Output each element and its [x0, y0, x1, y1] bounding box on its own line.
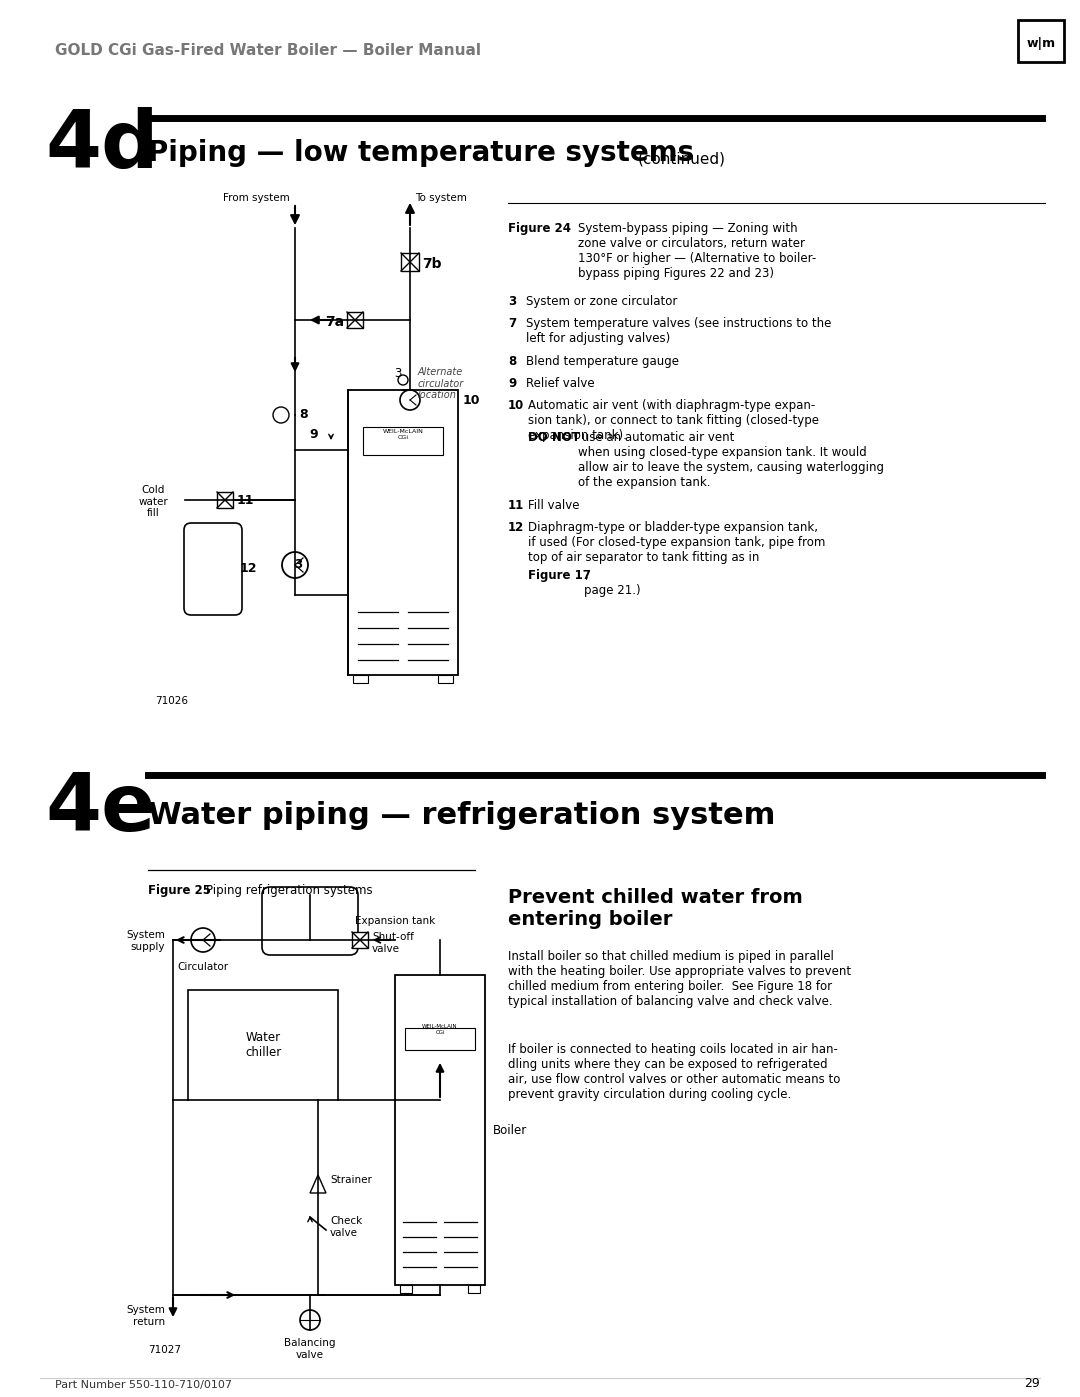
Polygon shape	[310, 1175, 326, 1193]
Text: To system: To system	[415, 193, 467, 203]
Bar	[438, 675, 453, 683]
Text: Piping refrigeration systems: Piping refrigeration systems	[206, 884, 373, 897]
Text: 11: 11	[508, 499, 524, 511]
Text: Alternate
circulator
location: Alternate circulator location	[418, 367, 464, 400]
Text: 8: 8	[508, 355, 516, 367]
Text: 7: 7	[508, 317, 516, 330]
Text: GOLD CGi Gas-Fired Water Boiler — Boiler Manual: GOLD CGi Gas-Fired Water Boiler — Boiler…	[55, 43, 481, 59]
Text: System
supply: System supply	[126, 930, 165, 951]
Text: If boiler is connected to heating coils located in air han-
dling units where th: If boiler is connected to heating coils …	[508, 1044, 840, 1101]
Circle shape	[273, 407, 289, 423]
Text: Circulator: Circulator	[177, 963, 229, 972]
Text: DO NOT: DO NOT	[528, 432, 580, 444]
Text: Check
valve: Check valve	[330, 1217, 362, 1238]
Text: Cold
water
fill: Cold water fill	[138, 485, 167, 518]
Text: 4d: 4d	[45, 108, 159, 184]
Text: Part Number 550-110-710/0107: Part Number 550-110-710/0107	[55, 1380, 232, 1390]
Bar	[363, 427, 443, 455]
Text: (continued): (continued)	[638, 152, 726, 168]
Bar	[217, 492, 233, 509]
Bar	[405, 1028, 475, 1051]
Text: Install boiler so that chilled medium is piped in parallel
with the heating boil: Install boiler so that chilled medium is…	[508, 950, 851, 1009]
Text: System or zone circulator: System or zone circulator	[526, 295, 677, 307]
Text: Piping — low temperature systems: Piping — low temperature systems	[148, 138, 694, 168]
Bar	[468, 1285, 480, 1294]
Text: Shut-off
valve: Shut-off valve	[372, 932, 414, 954]
Bar	[347, 312, 363, 328]
Text: WEIL-McLAIN
CGi: WEIL-McLAIN CGi	[422, 1024, 458, 1035]
Text: Automatic air vent (with diaphragm-type expan-
sion tank), or connect to tank fi: Automatic air vent (with diaphragm-type …	[528, 400, 819, 441]
Text: From system: From system	[224, 193, 291, 203]
Bar	[188, 990, 338, 1099]
Text: 8: 8	[299, 408, 308, 422]
Text: 12: 12	[508, 521, 524, 534]
Bar	[1018, 20, 1064, 61]
Text: 71027: 71027	[148, 1345, 181, 1355]
Text: Figure 25: Figure 25	[148, 884, 211, 897]
Text: Diaphragm-type or bladder-type expansion tank,
if used (For closed-type expansio: Diaphragm-type or bladder-type expansion…	[528, 521, 825, 564]
Text: use an automatic air vent
when using closed-type expansion tank. It would
allow : use an automatic air vent when using clo…	[578, 432, 885, 489]
Bar	[395, 975, 485, 1285]
Text: Expansion tank: Expansion tank	[355, 916, 435, 926]
Text: 3: 3	[294, 559, 302, 571]
Text: Strainer: Strainer	[330, 1175, 372, 1185]
Text: 11: 11	[237, 493, 255, 507]
Text: Boiler: Boiler	[492, 1123, 527, 1137]
Circle shape	[191, 928, 215, 951]
Circle shape	[400, 390, 420, 409]
Text: System temperature valves (see instructions to the
left for adjusting valves): System temperature valves (see instructi…	[526, 317, 832, 345]
FancyBboxPatch shape	[262, 887, 357, 956]
Text: 3: 3	[394, 367, 402, 380]
Text: Relief valve: Relief valve	[526, 377, 595, 390]
Bar	[400, 1285, 411, 1294]
Circle shape	[300, 1310, 320, 1330]
Bar	[353, 675, 368, 683]
Bar	[352, 932, 368, 949]
Circle shape	[399, 374, 408, 386]
Text: 3: 3	[508, 295, 516, 307]
Text: 12: 12	[240, 563, 257, 576]
Text: WEIL-McLAIN
CGi: WEIL-McLAIN CGi	[382, 429, 423, 440]
Text: 10: 10	[463, 394, 481, 407]
Text: Prevent chilled water from
entering boiler: Prevent chilled water from entering boil…	[508, 888, 802, 929]
Text: Water piping — refrigeration system: Water piping — refrigeration system	[148, 800, 775, 830]
Text: 29: 29	[1024, 1377, 1040, 1390]
Text: Blend temperature gauge: Blend temperature gauge	[526, 355, 679, 367]
Text: Fill valve: Fill valve	[528, 499, 580, 511]
FancyBboxPatch shape	[184, 522, 242, 615]
Bar	[348, 390, 458, 675]
Bar	[401, 253, 419, 271]
Text: System
return: System return	[126, 1305, 165, 1327]
Text: 7a: 7a	[325, 314, 345, 330]
Text: 9: 9	[508, 377, 516, 390]
Text: 71026: 71026	[156, 696, 188, 705]
Circle shape	[282, 552, 308, 578]
Text: Water
chiller: Water chiller	[245, 1031, 281, 1059]
Text: System-bypass piping — Zoning with
zone valve or circulators, return water
130°F: System-bypass piping — Zoning with zone …	[578, 222, 816, 279]
Text: 10: 10	[508, 400, 524, 412]
Text: ,
page 21.): , page 21.)	[584, 569, 640, 597]
Text: 9: 9	[309, 429, 318, 441]
Text: w|m: w|m	[1026, 36, 1055, 49]
Text: Figure 17: Figure 17	[528, 569, 591, 583]
Text: 7b: 7b	[422, 257, 442, 271]
Text: 4e: 4e	[45, 770, 156, 848]
Text: Figure 24: Figure 24	[508, 222, 571, 235]
Text: Balancing
valve: Balancing valve	[284, 1338, 336, 1359]
